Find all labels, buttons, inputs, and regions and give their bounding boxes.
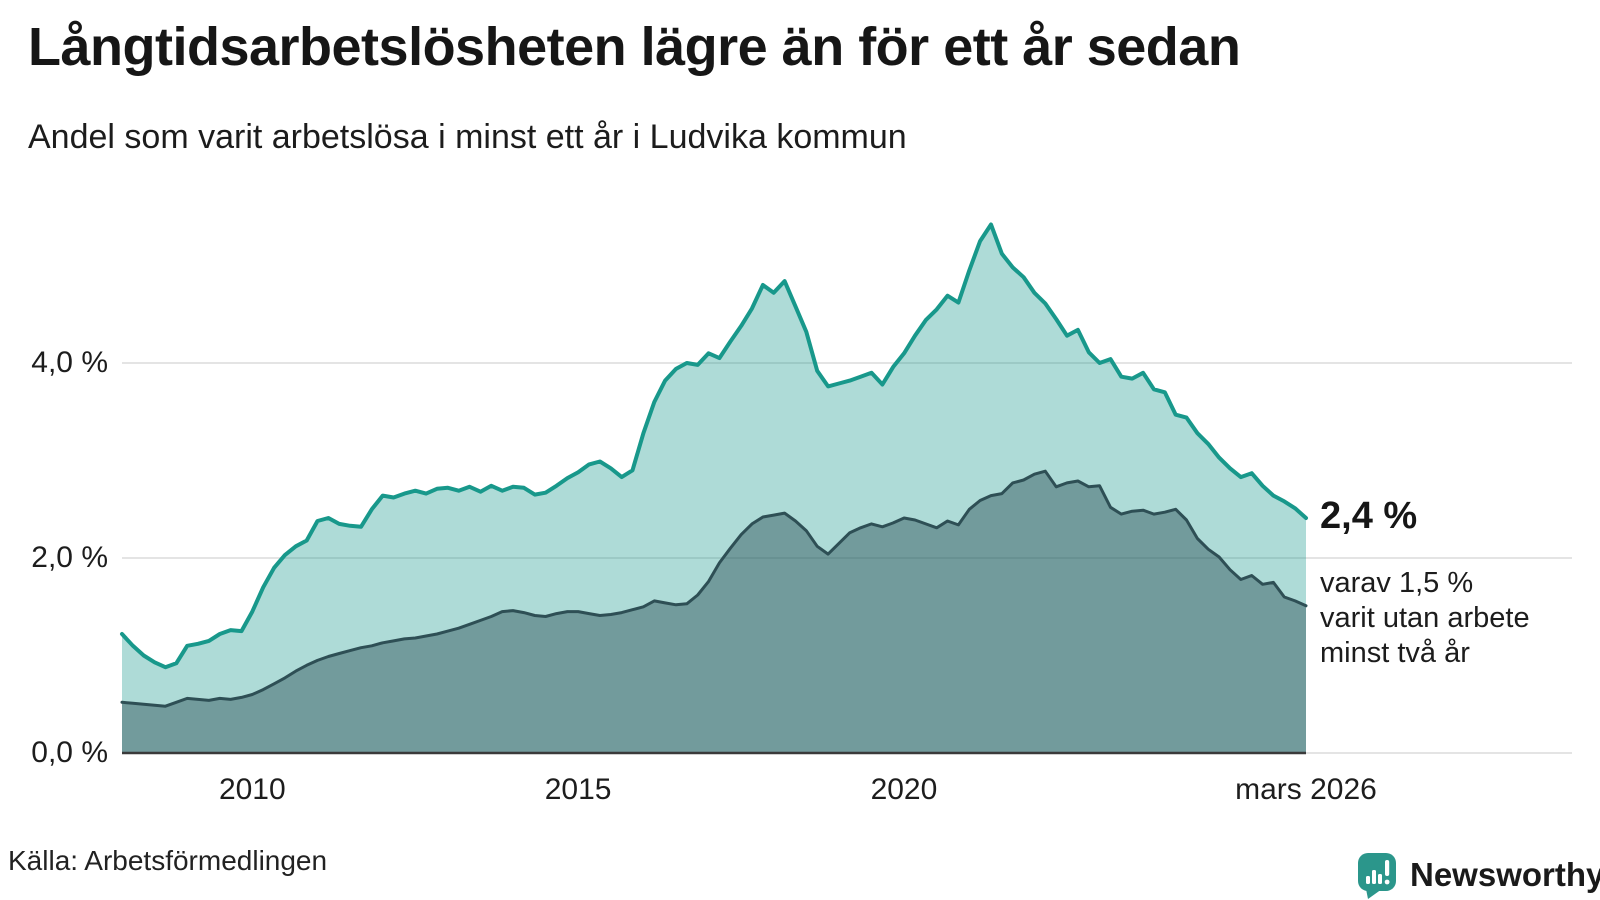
x-axis-tick-label: 2010 bbox=[218, 773, 286, 806]
newsworthy-logo-text: Newsworthy bbox=[1410, 856, 1600, 893]
y-axis-tick-label: 4,0 % bbox=[31, 346, 108, 379]
x-axis-tick-label: mars 2026 bbox=[1235, 773, 1377, 806]
newsworthy-logo: Newsworthy bbox=[1352, 851, 1600, 899]
y-axis-tick-label: 0,0 % bbox=[31, 736, 108, 769]
source-label: Källa: Arbetsförmedlingen bbox=[8, 845, 328, 876]
x-axis-tick-label: 2015 bbox=[544, 773, 612, 806]
area-fill-one-year bbox=[122, 224, 1306, 753]
annotation-detail-line: varit utan arbete bbox=[1320, 602, 1530, 635]
chart-subtitle: Andel som varit arbetslösa i minst ett å… bbox=[28, 118, 907, 156]
annotation-detail: varav 1,5 % varit utan arbete minst två … bbox=[1320, 566, 1530, 671]
logo-bar-icon bbox=[1372, 870, 1376, 884]
x-axis-tick-label: 2020 bbox=[870, 773, 938, 806]
area-fill-two-year bbox=[122, 471, 1306, 753]
logo-exclamation-icon bbox=[1385, 860, 1390, 876]
latest-value-annotation: 2,4 % bbox=[1320, 495, 1418, 538]
logo-bar-icon bbox=[1366, 876, 1370, 884]
y-axis-tick-label: 2,0 % bbox=[31, 541, 108, 574]
logo-bar-icon bbox=[1378, 874, 1382, 884]
annotation-detail-line: varav 1,5 % bbox=[1320, 567, 1474, 600]
newsworthy-logo-icon bbox=[1358, 853, 1396, 899]
series-line-one-year bbox=[120, 222, 1308, 670]
chart-title: Långtidsarbetslösheten lägre än för ett … bbox=[28, 17, 1241, 77]
series-line-two-year bbox=[120, 469, 1308, 708]
annotation-detail-line: minst två år bbox=[1320, 637, 1470, 670]
